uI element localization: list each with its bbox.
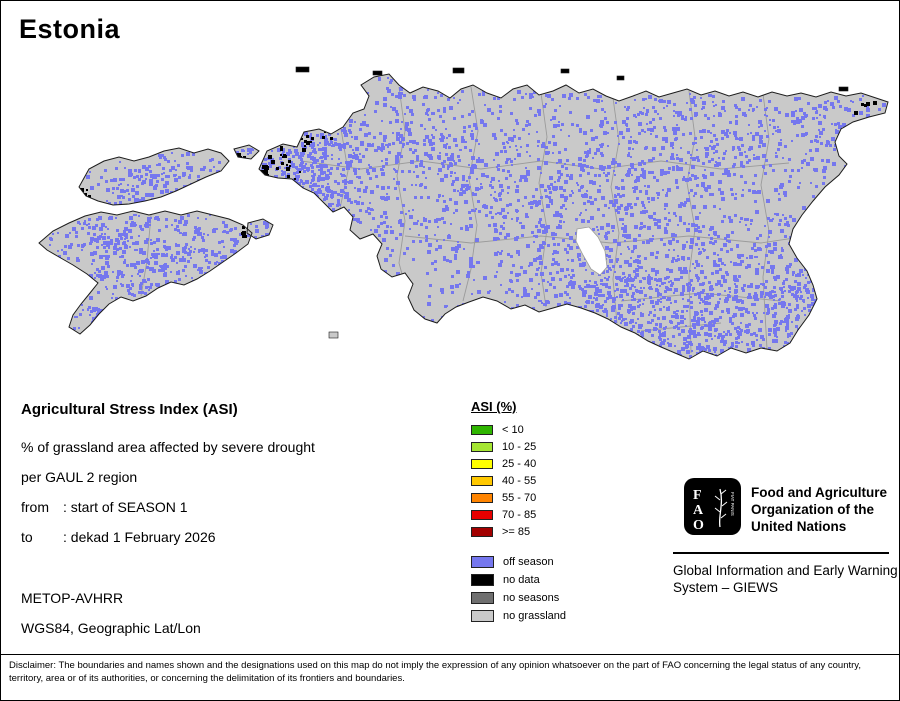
map-islet [560,68,570,74]
legend-swatch [471,475,493,486]
page-title: Estonia [19,14,121,44]
asi-description-line2: per GAUL 2 region [21,469,138,485]
legend-row: 40 - 55 [471,472,566,489]
legend-row: no grassland [471,607,566,625]
sensor-name: METOP-AVHRR [21,590,124,606]
legend-label: 40 - 55 [502,474,537,487]
map-islet [452,67,465,74]
asi-heading: Agricultural Stress Index (ASI) [21,401,238,418]
legend-label: no grassland [503,610,566,622]
fao-logo-letter: F [693,488,702,503]
legend-row: >= 85 [471,523,566,540]
period-to-value: : dekad 1 February 2026 [63,529,216,545]
legend-class-list: < 10 10 - 25 25 - 40 40 - 55 55 - 70 70 - 85 >… [471,421,566,540]
fao-logo-motto: FIAT PANIS [730,492,735,516]
period-to: to : dekad 1 February 2026 [21,529,315,546]
fao-organization-name: Food and Agriculture Organization of the… [751,485,887,534]
projection-name: WGS84, Geographic Lat/Lon [21,620,201,636]
map-lake [575,226,608,276]
map-pixels [49,77,886,358]
period-from-label: from [21,499,49,515]
legend-label: >= 85 [502,525,531,538]
legend-label: off season [503,556,554,568]
legend-label: no seasons [503,592,560,604]
legend-extra-list: off season no data no seasons no grassland [471,553,566,625]
asi-description-line1: % of grassland area affected by severe d… [21,439,315,455]
fao-logo-letter: O [693,518,704,533]
legend-swatch [471,458,493,469]
map-coastline [38,73,889,360]
period-to-label: to [21,529,33,545]
fao-logo-letter: A [693,503,704,518]
legend-swatch [471,592,494,604]
legend-swatch [471,574,494,586]
map-islet [295,66,310,73]
map-islet [616,75,625,81]
legend-label: 10 - 25 [502,440,537,453]
legend-swatch [471,441,493,452]
fao-separator-line [673,552,889,554]
asi-legend: ASI (%) < 10 10 - 25 25 - 40 40 - 55 55 - 70… [471,399,566,625]
legend-row: 10 - 25 [471,438,566,455]
period-from-value: : start of SEASON 1 [63,499,188,515]
legend-swatch [471,492,493,503]
legend-title: ASI (%) [471,399,517,414]
fao-logo-wheat [718,488,723,528]
legend-swatch [471,509,493,520]
legend-swatch [471,610,494,622]
legend-label: < 10 [502,423,524,436]
legend-swatch [471,526,493,537]
legend-row: 55 - 70 [471,489,566,506]
legend-row: 25 - 40 [471,455,566,472]
map-islet [328,331,339,339]
info-block: Agricultural Stress Index (ASI) % of gra… [21,401,315,637]
map-islet [372,70,383,76]
legend-row: no data [471,571,566,589]
legend-swatch [471,556,494,568]
fao-logo: FAO FIAT PANIS [684,478,741,535]
disclaimer-text: Disclaimer: The boundaries and names sho… [1,654,899,685]
legend-label: no data [503,574,540,586]
legend-label: 70 - 85 [502,508,537,521]
period-from: from : start of SEASON 1 [21,499,315,516]
legend-label: 55 - 70 [502,491,537,504]
map-islet [838,86,849,92]
legend-row: 70 - 85 [471,506,566,523]
legend-row: no seasons [471,589,566,607]
legend-swatch [471,424,493,435]
giews-label: Global Information and Early Warning Sys… [673,563,898,595]
legend-row: < 10 [471,421,566,438]
legend-label: 25 - 40 [502,457,537,470]
legend-row: off season [471,553,566,571]
